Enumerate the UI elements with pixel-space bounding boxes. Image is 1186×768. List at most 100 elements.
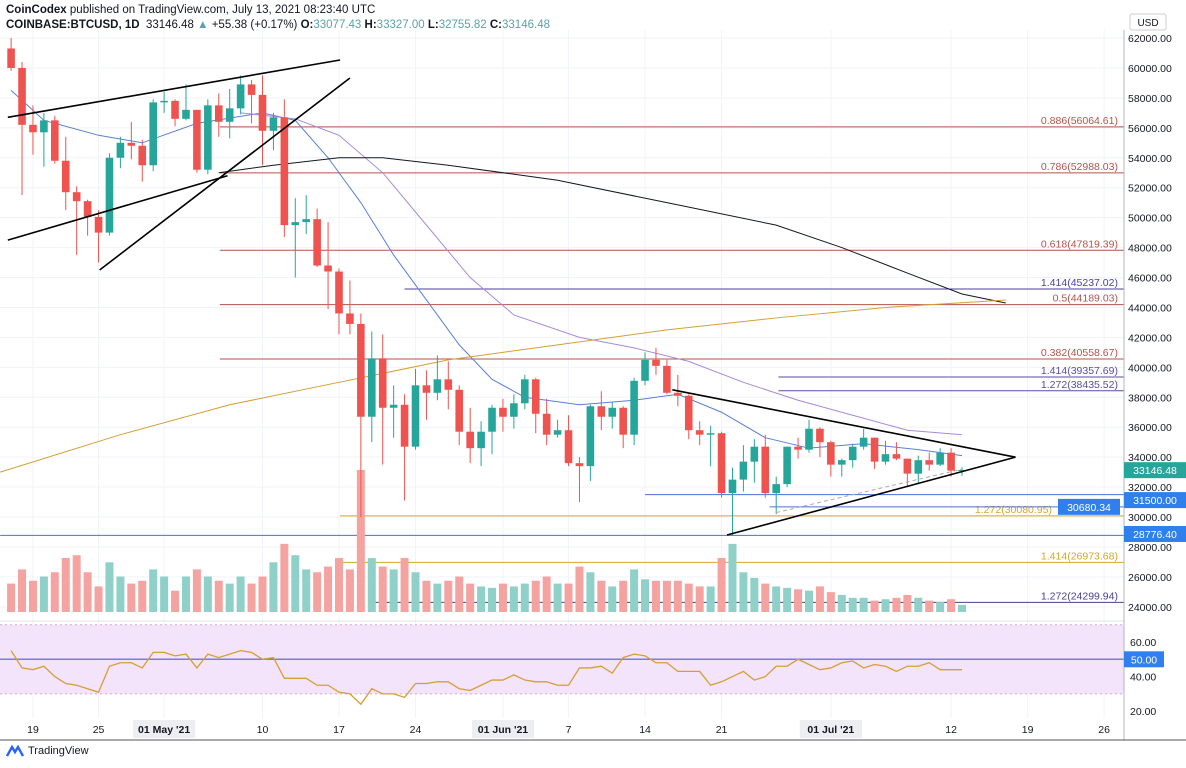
price-axis-tick: 24000.00 <box>1128 602 1172 614</box>
open-value: 33077.43 <box>313 19 362 31</box>
date-axis-tick: 14 <box>639 724 651 736</box>
volume-bar <box>280 543 289 612</box>
rsi-pane <box>0 620 1124 706</box>
date-tick-highlight <box>471 720 534 738</box>
volume-bar <box>673 580 682 612</box>
currency-label: USD <box>1137 18 1158 29</box>
candle-body <box>204 105 212 170</box>
candle-body <box>138 145 147 166</box>
up-arrow-icon: ▲ <box>197 19 209 31</box>
candles <box>7 38 966 536</box>
volume-bar <box>498 583 507 612</box>
volume-bar <box>61 558 70 612</box>
candle-body <box>783 446 791 485</box>
candle-body <box>29 124 37 133</box>
candle-body <box>367 358 376 417</box>
candle-body <box>400 404 409 447</box>
symbol[interactable]: COINBASE:BTCUSD, 1D <box>6 19 140 31</box>
volume-bar <box>520 583 529 612</box>
volume-bar <box>870 600 879 612</box>
price-tag <box>1124 492 1186 509</box>
date-axis-tick: 21 <box>716 724 728 736</box>
rsi-axis-tick: 40.00 <box>1130 672 1156 684</box>
volume-bar <box>804 590 813 612</box>
candle-body <box>346 313 354 324</box>
currency-badge[interactable] <box>1129 13 1167 31</box>
volume-bar <box>291 555 300 612</box>
volume-bar <box>214 580 223 612</box>
open-label: O: <box>300 19 314 31</box>
trendline <box>7 59 341 119</box>
candle-body <box>357 323 365 417</box>
high-label: H: <box>364 19 377 31</box>
price-tag <box>1058 498 1120 515</box>
candle-body <box>422 385 431 393</box>
volume-bar <box>203 576 212 612</box>
fib-level-label: 1.414(39357.69) <box>1041 365 1118 377</box>
price-axis-tick: 26000.00 <box>1128 572 1172 584</box>
candle-body <box>750 446 759 462</box>
price-axis-tick: 46000.00 <box>1128 273 1172 285</box>
price-axis-tick: 50000.00 <box>1128 213 1172 225</box>
volume-bar <box>149 569 158 612</box>
ma-line-ma50 <box>240 112 963 436</box>
candle-body <box>51 120 59 161</box>
volume-bar <box>422 580 431 612</box>
volume-bar <box>553 583 562 612</box>
volume-bar <box>684 583 693 612</box>
candle-body <box>652 359 660 366</box>
trendlines[interactable] <box>7 59 1016 536</box>
volume-bar <box>18 569 27 612</box>
volume-bar <box>72 555 81 612</box>
volume-bar <box>837 594 846 612</box>
price-tag-label: 30680.34 <box>1067 502 1111 514</box>
candle-body <box>324 265 332 272</box>
candle-body <box>608 407 617 417</box>
volume-bar <box>575 566 584 612</box>
price-axis-tick: 32000.00 <box>1128 482 1172 494</box>
candle-body <box>663 365 671 393</box>
price-tag <box>1124 462 1186 479</box>
candle-body <box>914 460 923 474</box>
price-axis-tick: 56000.00 <box>1128 123 1172 135</box>
volume-bar <box>50 572 59 612</box>
candle-body <box>302 219 311 223</box>
volume-bar <box>7 583 16 612</box>
price-axis-tick: 58000.00 <box>1128 93 1172 105</box>
candle-body <box>575 463 584 467</box>
candle-body <box>903 458 912 474</box>
candle-body <box>619 407 627 435</box>
rsi-axis-tick: 60.00 <box>1130 637 1156 649</box>
publish-line: CoinCodex published on TradingView.com, … <box>6 3 550 18</box>
volume-bar <box>947 599 956 612</box>
price-axis-tick: 52000.00 <box>1128 183 1172 195</box>
fib-level-label: 1.272(24299.94) <box>1041 590 1118 602</box>
volume-bar <box>717 558 726 612</box>
fib-level-label: 0.618(47819.39) <box>1041 238 1118 250</box>
candle-body <box>848 446 857 461</box>
volume-bar <box>116 576 125 612</box>
volume-bar <box>28 580 37 612</box>
volume-bar <box>181 576 190 612</box>
price-axis-tick: 28000.00 <box>1128 542 1172 554</box>
candle-body <box>94 216 103 233</box>
candle-body <box>127 142 136 146</box>
fib-levels: 0.886(56064.61) 0.786(52988.03) 0.618(4781… <box>0 115 1124 603</box>
volume-bar <box>859 597 868 612</box>
candle-body <box>564 430 573 464</box>
candle-body <box>389 404 398 408</box>
volume-bar <box>739 572 748 612</box>
rsi-midline-tag-label: 50.00 <box>1131 654 1157 666</box>
candle-body <box>816 428 824 443</box>
date-axis-tick: 26 <box>1098 724 1110 736</box>
volume-bar <box>695 586 704 612</box>
date-axis-tick: 01 Jul '21 <box>807 724 854 736</box>
fib-level-label: 0.886(56064.61) <box>1041 115 1118 127</box>
candle-body <box>695 430 704 435</box>
tradingview-logo-icon <box>6 744 24 757</box>
candle-body <box>182 109 190 119</box>
price-axis-tick: 34000.00 <box>1128 452 1172 464</box>
price-tag-label: 33146.48 <box>1133 465 1177 477</box>
volume-bar <box>247 583 256 612</box>
